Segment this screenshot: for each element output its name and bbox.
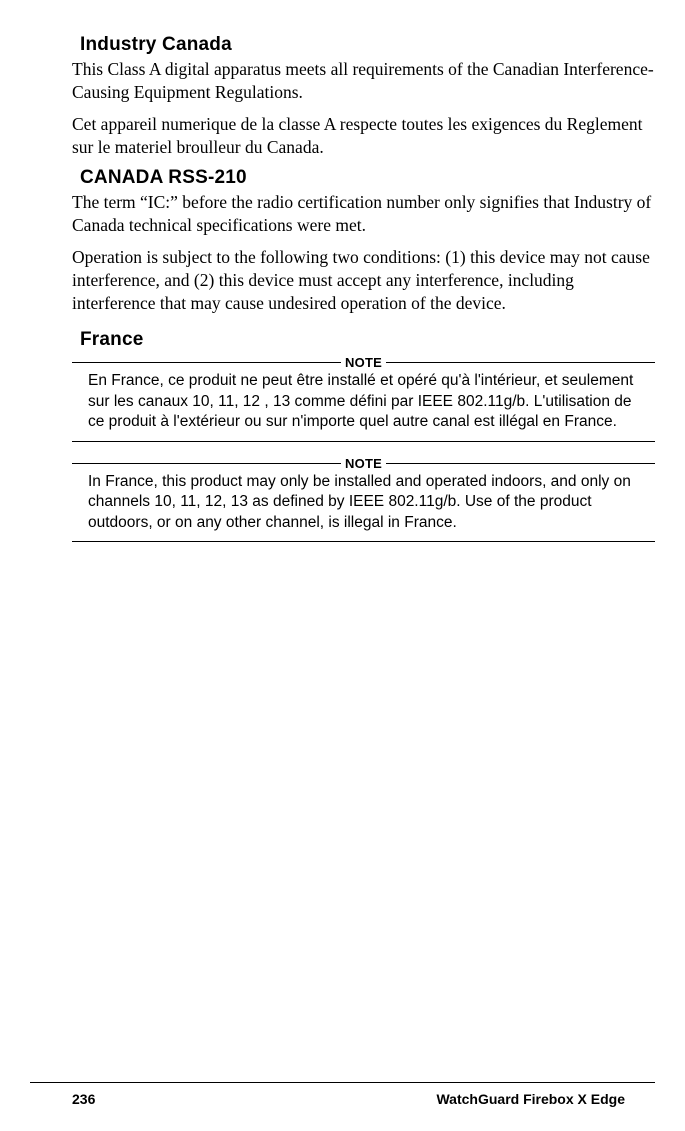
page-footer: 236 WatchGuard Firebox X Edge	[30, 1082, 655, 1107]
note-rule-bottom-1	[72, 441, 655, 442]
note-body-1: En France, ce produit ne peut être insta…	[88, 371, 643, 432]
para-rss-1: The term “IC:” before the radio certific…	[72, 191, 655, 238]
note-label-1: NOTE	[341, 355, 386, 370]
page-content: Industry Canada This Class A digital app…	[0, 0, 685, 542]
heading-industry-canada: Industry Canada	[80, 34, 655, 56]
heading-france: France	[80, 329, 655, 351]
note-body-2: In France, this product may only be inst…	[88, 472, 643, 533]
note-rule-left-2	[72, 463, 341, 464]
para-ic-2: Cet appareil numerique de la classe A re…	[72, 113, 655, 160]
note-rule-bottom-2	[72, 541, 655, 542]
note-rule-top-2: NOTE	[72, 456, 655, 471]
note-block-2: NOTE In France, this product may only be…	[72, 456, 655, 542]
para-ic-1: This Class A digital apparatus meets all…	[72, 58, 655, 105]
note-rule-left-1	[72, 362, 341, 363]
note-label-2: NOTE	[341, 456, 386, 471]
note-rule-right-2	[386, 463, 655, 464]
para-rss-2: Operation is subject to the following tw…	[72, 246, 655, 316]
page-number: 236	[72, 1091, 95, 1107]
note-block-1: NOTE En France, ce produit ne peut être …	[72, 355, 655, 441]
heading-rss210: CANADA RSS-210	[80, 167, 655, 189]
note-rule-top-1: NOTE	[72, 355, 655, 370]
product-name: WatchGuard Firebox X Edge	[436, 1091, 625, 1107]
note-rule-right-1	[386, 362, 655, 363]
